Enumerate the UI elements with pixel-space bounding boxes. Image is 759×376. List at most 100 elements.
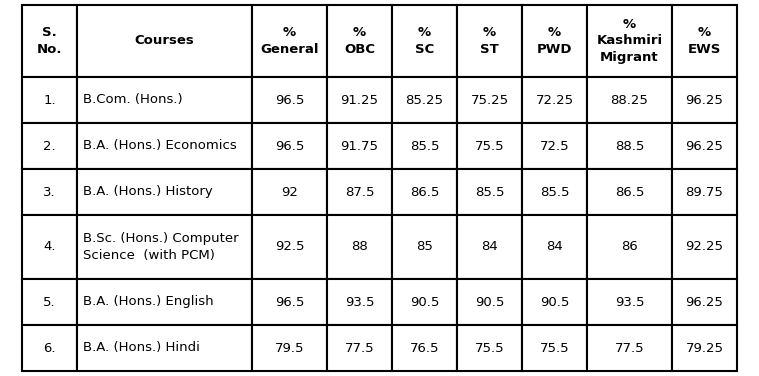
Bar (672, 215, 737, 279)
Bar (77, 215, 252, 279)
Bar (672, 169, 737, 215)
Bar (77, 325, 252, 371)
Text: 91.25: 91.25 (341, 94, 379, 106)
Text: 75.5: 75.5 (540, 341, 569, 355)
Bar (327, 77, 392, 123)
Bar (252, 5, 327, 77)
Text: 92.25: 92.25 (685, 241, 723, 253)
Text: 92.5: 92.5 (275, 241, 304, 253)
Bar (587, 325, 672, 371)
Text: 96.25: 96.25 (685, 296, 723, 308)
Text: 96.5: 96.5 (275, 296, 304, 308)
Bar (77, 123, 252, 169)
Text: 84: 84 (481, 241, 498, 253)
Text: B.A. (Hons.) English: B.A. (Hons.) English (83, 296, 213, 308)
Text: %
ST: % ST (480, 26, 499, 56)
Text: 85: 85 (416, 241, 433, 253)
Bar (327, 215, 392, 279)
Bar (587, 77, 672, 123)
Bar (522, 325, 587, 371)
Bar (392, 215, 457, 279)
Bar (252, 325, 327, 371)
Bar (252, 215, 327, 279)
Text: %
EWS: % EWS (688, 26, 721, 56)
Text: B.A. (Hons.) History: B.A. (Hons.) History (83, 185, 213, 199)
Text: 93.5: 93.5 (345, 296, 374, 308)
Text: B.Com. (Hons.): B.Com. (Hons.) (83, 94, 183, 106)
Text: 92: 92 (281, 185, 298, 199)
Text: 84: 84 (546, 241, 563, 253)
Bar (457, 77, 522, 123)
Bar (457, 5, 522, 77)
Bar (672, 123, 737, 169)
Text: 72.25: 72.25 (535, 94, 574, 106)
Text: 76.5: 76.5 (410, 341, 439, 355)
Bar (522, 215, 587, 279)
Text: 79.25: 79.25 (685, 341, 723, 355)
Text: 75.5: 75.5 (474, 341, 504, 355)
Bar (252, 77, 327, 123)
Bar (327, 5, 392, 77)
Text: 90.5: 90.5 (410, 296, 439, 308)
Bar (457, 325, 522, 371)
Text: %
OBC: % OBC (344, 26, 375, 56)
Text: 90.5: 90.5 (540, 296, 569, 308)
Text: 86: 86 (621, 241, 638, 253)
Text: 5.: 5. (43, 296, 56, 308)
Text: 90.5: 90.5 (475, 296, 504, 308)
Text: 77.5: 77.5 (615, 341, 644, 355)
Bar (522, 279, 587, 325)
Bar (22, 77, 77, 123)
Text: 89.75: 89.75 (685, 185, 723, 199)
Bar (252, 279, 327, 325)
Bar (522, 123, 587, 169)
Bar (392, 325, 457, 371)
Bar (252, 123, 327, 169)
Bar (672, 325, 737, 371)
Text: 79.5: 79.5 (275, 341, 304, 355)
Text: 4.: 4. (43, 241, 55, 253)
Bar (587, 215, 672, 279)
Text: %
PWD: % PWD (537, 26, 572, 56)
Text: %
SC: % SC (415, 26, 434, 56)
Bar (392, 169, 457, 215)
Text: 96.5: 96.5 (275, 94, 304, 106)
Bar (22, 325, 77, 371)
Bar (457, 215, 522, 279)
Bar (22, 123, 77, 169)
Text: 1.: 1. (43, 94, 56, 106)
Bar (77, 169, 252, 215)
Text: 85.25: 85.25 (405, 94, 443, 106)
Text: 88.25: 88.25 (610, 94, 648, 106)
Bar (392, 5, 457, 77)
Text: 77.5: 77.5 (345, 341, 374, 355)
Bar (587, 169, 672, 215)
Bar (327, 325, 392, 371)
Text: 85.5: 85.5 (540, 185, 569, 199)
Bar (392, 123, 457, 169)
Bar (672, 77, 737, 123)
Text: B.Sc. (Hons.) Computer
Science  (with PCM): B.Sc. (Hons.) Computer Science (with PCM… (83, 232, 238, 262)
Text: 87.5: 87.5 (345, 185, 374, 199)
Bar (587, 279, 672, 325)
Bar (587, 123, 672, 169)
Text: 6.: 6. (43, 341, 55, 355)
Text: 85.5: 85.5 (410, 139, 439, 153)
Text: B.A. (Hons.) Economics: B.A. (Hons.) Economics (83, 139, 237, 153)
Bar (77, 279, 252, 325)
Text: B.A. (Hons.) Hindi: B.A. (Hons.) Hindi (83, 341, 200, 355)
Text: 2.: 2. (43, 139, 56, 153)
Text: 93.5: 93.5 (615, 296, 644, 308)
Bar (457, 123, 522, 169)
Text: 96.25: 96.25 (685, 94, 723, 106)
Bar (522, 169, 587, 215)
Bar (522, 77, 587, 123)
Text: 96.5: 96.5 (275, 139, 304, 153)
Bar (77, 5, 252, 77)
Bar (457, 279, 522, 325)
Text: 88.5: 88.5 (615, 139, 644, 153)
Text: Courses: Courses (134, 35, 194, 47)
Bar (22, 169, 77, 215)
Bar (327, 279, 392, 325)
Text: 96.25: 96.25 (685, 139, 723, 153)
